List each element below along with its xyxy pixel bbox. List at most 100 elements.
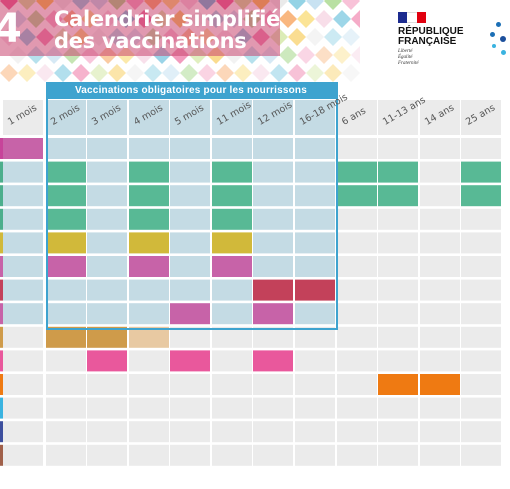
- schedule-cell: [170, 397, 210, 419]
- schedule-cell: [46, 421, 86, 443]
- schedule-cell: [46, 350, 86, 372]
- motto: Liberté Égalité Fraternité: [398, 49, 478, 67]
- row-marker: [0, 350, 3, 372]
- schedule-cell: [3, 185, 43, 207]
- schedule-cell-filled: [337, 161, 377, 183]
- schedule-cell: [87, 374, 127, 395]
- schedule-cell: [461, 303, 501, 325]
- mosaic-tile: [279, 46, 297, 64]
- row-marker: [0, 256, 3, 277]
- schedule-cell: [87, 421, 127, 443]
- mosaic-tile: [342, 64, 360, 82]
- mosaic-tile: [252, 64, 270, 82]
- schedule-cell: [461, 256, 501, 277]
- column-header-cell: [170, 100, 210, 135]
- schedule-cell: [378, 303, 418, 325]
- mosaic-tile: [351, 46, 360, 64]
- column-header-cell: [420, 100, 460, 135]
- schedule-cell: [295, 161, 335, 183]
- mosaic-tile: [288, 28, 306, 46]
- schedule-cell-filled: [212, 232, 252, 254]
- schedule-cell: [212, 138, 252, 159]
- schedule-cell: [212, 303, 252, 325]
- schedule-cell: [129, 444, 169, 466]
- mosaic-tile: [306, 28, 324, 46]
- schedule-cell: [129, 421, 169, 443]
- schedule-cell: [253, 161, 293, 183]
- schedule-cell-filled: [253, 279, 293, 301]
- schedule-cell: [253, 374, 293, 395]
- mosaic-tile: [72, 64, 90, 82]
- schedule-cell: [170, 232, 210, 254]
- schedule-cell: [87, 185, 127, 207]
- schedule-cell: [129, 279, 169, 301]
- schedule-cell: [87, 303, 127, 325]
- schedule-cell: [129, 350, 169, 372]
- schedule-cell: [337, 374, 377, 395]
- mosaic-tile: [198, 64, 216, 82]
- schedule-cell: [3, 232, 43, 254]
- column-header-cell: [212, 100, 252, 135]
- row-marker: [0, 421, 3, 443]
- schedule-cell-filled: [337, 185, 377, 207]
- schedule-cell: [461, 138, 501, 159]
- mosaic-tile: [306, 64, 324, 82]
- row-marker: [0, 279, 3, 301]
- schedule-cell: [87, 256, 127, 277]
- schedule-cell: [378, 256, 418, 277]
- schedule-cell: [87, 397, 127, 419]
- page-number: 4: [0, 6, 22, 52]
- schedule-cell: [170, 279, 210, 301]
- schedule-cell-filled: [129, 208, 169, 230]
- schedule-cell: [420, 350, 460, 372]
- schedule-cell: [461, 421, 501, 443]
- motto-fraternite: Fraternité: [398, 61, 419, 66]
- schedule-cell: [46, 397, 86, 419]
- column-header-cell: [378, 100, 418, 135]
- schedule-cell: [295, 138, 335, 159]
- schedule-cell-filled: [170, 303, 210, 325]
- schedule-cell: [420, 397, 460, 419]
- schedule-cell: [212, 326, 252, 348]
- schedule-cell: [420, 185, 460, 207]
- schedule-cell: [3, 326, 43, 348]
- schedule-cell-filled: [378, 185, 418, 207]
- schedule-cell: [420, 421, 460, 443]
- schedule-cell: [378, 138, 418, 159]
- schedule-cell: [46, 374, 86, 395]
- schedule-cell: [461, 232, 501, 254]
- row-marker: [0, 303, 3, 325]
- schedule-cell: [378, 208, 418, 230]
- schedule-cell: [253, 232, 293, 254]
- schedule-cell: [87, 444, 127, 466]
- schedule-cell-filled: [212, 161, 252, 183]
- schedule-cell: [420, 161, 460, 183]
- schedule-cell: [461, 326, 501, 348]
- column-header-cell: [129, 100, 169, 135]
- schedule-cell: [253, 444, 293, 466]
- schedule-cell: [295, 208, 335, 230]
- schedule-cell-filled: [461, 185, 501, 207]
- schedule-cell-filled: [46, 256, 86, 277]
- schedule-cell: [129, 303, 169, 325]
- schedule-cell: [212, 374, 252, 395]
- schedule-cell: [461, 279, 501, 301]
- page-title-line2: des vaccinations: [54, 29, 247, 53]
- mosaic-tile: [18, 64, 36, 82]
- mosaic-tile: [324, 28, 342, 46]
- schedule-cell-filled: [461, 161, 501, 183]
- schedule-cell: [295, 444, 335, 466]
- schedule-cell: [253, 256, 293, 277]
- schedule-cell-filled: [170, 350, 210, 372]
- schedule-cell-filled: [212, 208, 252, 230]
- row-marker: [0, 444, 3, 466]
- schedule-cell: [337, 232, 377, 254]
- schedule-cell: [378, 232, 418, 254]
- schedule-cell-filled: [46, 232, 86, 254]
- schedule-cell: [337, 138, 377, 159]
- row-marker: [0, 185, 3, 207]
- schedule-cell: [87, 279, 127, 301]
- mosaic-tile: [306, 0, 324, 10]
- schedule-cell: [170, 421, 210, 443]
- mosaic-tile: [90, 64, 108, 82]
